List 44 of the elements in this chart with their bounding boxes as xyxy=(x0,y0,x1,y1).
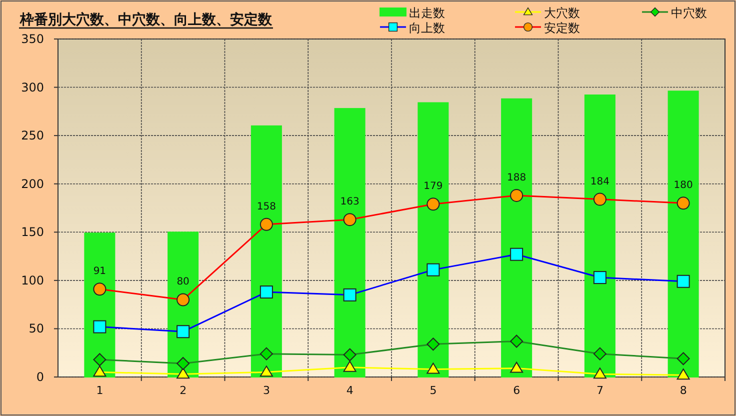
x-tick-label: 5 xyxy=(430,384,437,397)
data-label: 91 xyxy=(93,266,106,278)
bar xyxy=(334,108,366,378)
y-tick-label: 150 xyxy=(21,225,44,240)
bar xyxy=(668,90,699,378)
x-tick-label: 6 xyxy=(513,384,520,397)
bar xyxy=(584,94,616,378)
bar xyxy=(418,102,449,378)
data-label: 180 xyxy=(674,180,693,192)
point xyxy=(260,366,273,377)
point xyxy=(676,368,690,380)
data-label: 80 xyxy=(176,276,190,288)
data-label: 158 xyxy=(256,201,276,212)
y-tick-label: 50 xyxy=(28,322,44,336)
y-tick-label: 300 xyxy=(21,80,44,94)
legend-label: 安定数 xyxy=(544,21,580,35)
data-label: 163 xyxy=(340,196,360,208)
data-label: 184 xyxy=(590,176,610,188)
bar xyxy=(250,125,282,378)
bar xyxy=(501,98,532,378)
point xyxy=(176,368,190,379)
x-tick-label: 4 xyxy=(346,384,354,397)
legend-label: 向上数 xyxy=(409,21,445,35)
data-label: 188 xyxy=(507,172,526,184)
y-tick-label: 200 xyxy=(21,176,44,191)
x-tick-label: 7 xyxy=(596,384,604,397)
x-tick-label: 8 xyxy=(680,384,687,397)
chart-title: 枠番別大穴数、中穴数、向上数、安定数 xyxy=(19,11,273,28)
point xyxy=(93,366,106,377)
y-tick-label: 250 xyxy=(21,128,44,143)
legend-label: 大穴数 xyxy=(544,6,580,20)
legend-label: 出走数 xyxy=(409,6,445,20)
y-tick-label: 350 xyxy=(21,32,44,46)
y-tick-label: 100 xyxy=(21,273,44,288)
x-tick-label: 2 xyxy=(180,384,187,397)
point xyxy=(343,360,356,372)
data-label: 179 xyxy=(424,181,443,192)
x-tick-label: 3 xyxy=(262,384,270,397)
point xyxy=(510,362,524,373)
legend-label: 中穴数 xyxy=(671,6,707,20)
point xyxy=(426,362,440,374)
x-tick-label: 1 xyxy=(96,384,104,397)
point xyxy=(593,368,606,379)
y-tick-label: 0 xyxy=(36,370,44,384)
